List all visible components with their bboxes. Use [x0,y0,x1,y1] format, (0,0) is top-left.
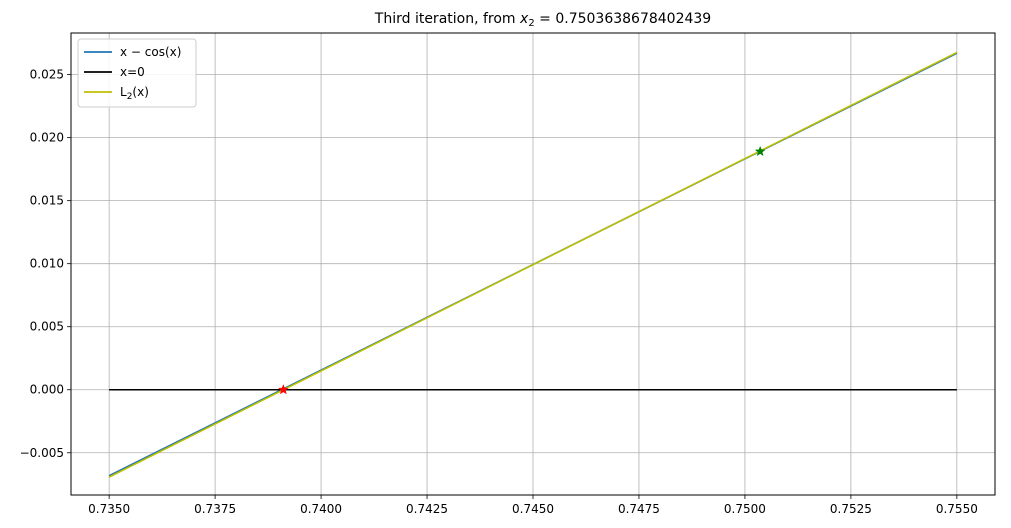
series-layer [108,51,958,478]
legend-label-2: L2(x) [120,85,149,102]
x-tick-label-6: 0.7500 [724,502,766,516]
y-tick-label-0: −0.005 [20,446,64,460]
y-axis-ticks: −0.005 0.000 0.005 0.010 0.015 0.020 0.025 [20,68,71,460]
series-line-2 [108,51,958,478]
x-tick-label-8: 0.7550 [936,502,978,516]
x-tick-label-3: 0.7425 [406,502,448,516]
x-tick-label-4: 0.7450 [512,502,554,516]
y-tick-label-2: 0.005 [30,320,64,334]
marker-star-1 [277,384,289,395]
x-tick-label-5: 0.7475 [618,502,660,516]
marker-layer [277,145,766,395]
legend-label-0: x − cos(x) [120,45,181,59]
legend-box [77,38,197,108]
y-tick-label-3: 0.010 [30,257,64,271]
y-tick-label-6: 0.025 [30,68,64,82]
x-tick-label-0: 0.7350 [88,502,130,516]
chart-title: Third iteration, from x2 = 0.75036386784… [374,11,711,29]
legend-label-1: x=0 [120,65,145,79]
x-axis-ticks: 0.7350 0.7375 0.7400 0.7425 0.7450 0.7475 0.75… [88,495,978,516]
x-tick-label-1: 0.7375 [194,502,236,516]
marker-star-0 [754,145,766,157]
x-tick-label-7: 0.7525 [830,502,872,516]
y-tick-label-5: 0.020 [30,131,64,145]
x-tick-label-2: 0.7400 [300,502,342,516]
legend: x − cos(x) x=0 L2(x) [77,38,197,108]
y-tick-label-1: 0.000 [30,383,64,397]
y-tick-label-4: 0.015 [30,194,64,208]
